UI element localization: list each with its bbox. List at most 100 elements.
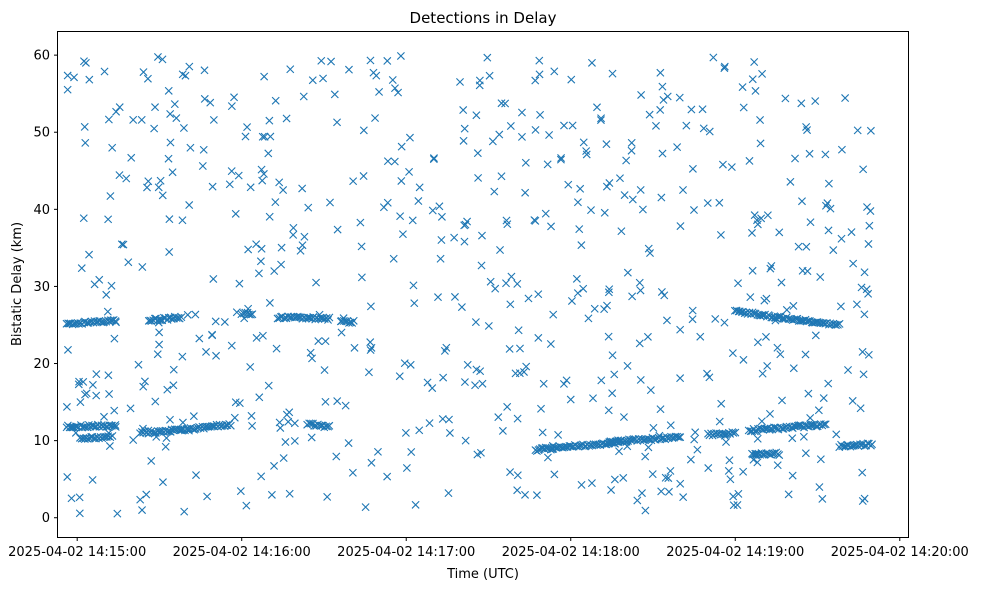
detection-marker — [848, 396, 857, 405]
detection-marker — [532, 491, 541, 500]
detection-marker — [161, 442, 170, 451]
detection-marker — [333, 397, 342, 406]
detection-marker — [394, 88, 403, 97]
detection-marker — [337, 328, 346, 337]
y-axis: 0 10 20 30 40 50 60 — [33, 49, 58, 526]
detection-marker — [486, 277, 495, 286]
detection-marker — [495, 130, 504, 139]
detection-marker — [660, 291, 669, 300]
detection-marker — [401, 428, 410, 437]
detection-marker — [97, 421, 106, 430]
detection-marker — [727, 163, 736, 172]
detection-marker — [604, 406, 613, 415]
detection-marker — [550, 470, 559, 479]
detection-marker — [686, 455, 695, 464]
y-tick-label: 20 — [33, 357, 50, 372]
detection-marker — [246, 310, 255, 319]
detection-marker — [461, 436, 470, 445]
detection-marker — [517, 108, 526, 117]
detection-marker — [383, 157, 392, 166]
detection-marker — [138, 506, 147, 515]
detection-marker — [327, 57, 336, 66]
detection-marker — [648, 470, 657, 479]
x-tick-label: 2025-04-02 14:16:00 — [173, 545, 311, 560]
detection-marker — [379, 203, 388, 212]
detection-marker — [444, 489, 453, 498]
detection-marker — [767, 261, 776, 270]
detection-marker — [178, 418, 187, 427]
detection-marker — [275, 178, 284, 187]
detection-marker — [795, 421, 803, 430]
detection-marker — [739, 467, 748, 476]
detection-marker — [535, 70, 544, 79]
detection-marker — [696, 332, 705, 341]
detection-marker — [568, 121, 577, 130]
detection-marker — [366, 56, 375, 65]
detection-marker — [227, 341, 236, 350]
detection-marker — [100, 67, 109, 76]
detection-marker — [158, 55, 167, 64]
detection-marker — [784, 490, 793, 499]
detection-marker — [797, 99, 806, 108]
detection-marker — [491, 284, 500, 293]
detection-marker — [676, 433, 685, 442]
detection-marker — [545, 131, 554, 139]
detection-marker — [435, 202, 444, 211]
detection-marker — [282, 410, 291, 419]
detection-marker — [257, 472, 266, 481]
detection-marker — [791, 154, 800, 163]
detection-marker — [151, 103, 160, 112]
detection-marker — [803, 267, 812, 276]
detection-marker — [658, 82, 667, 91]
detection-marker — [494, 413, 503, 422]
detection-marker — [849, 259, 858, 268]
detection-marker — [646, 386, 655, 395]
detection-marker — [560, 121, 568, 130]
detection-marker — [397, 176, 406, 185]
detection-marker — [248, 310, 257, 319]
detection-marker — [178, 352, 187, 361]
detection-marker — [753, 434, 762, 443]
detection-marker — [656, 105, 665, 114]
detection-marker — [720, 64, 729, 73]
detection-marker — [359, 172, 368, 181]
detection-marker — [841, 94, 850, 103]
detection-marker — [617, 227, 626, 236]
detection-marker — [549, 310, 558, 319]
detection-marker — [718, 160, 727, 169]
detection-marker — [821, 201, 830, 210]
detection-marker — [324, 315, 333, 324]
detection-marker — [252, 240, 261, 249]
detection-marker — [734, 279, 743, 288]
detection-marker — [688, 164, 697, 173]
detection-marker — [104, 115, 113, 124]
detection-marker — [801, 350, 810, 359]
detection-marker — [587, 479, 596, 488]
detection-marker — [102, 290, 111, 299]
detection-marker — [821, 420, 830, 429]
detection-marker — [628, 195, 637, 204]
detection-marker — [564, 180, 573, 189]
detection-marker — [320, 366, 329, 375]
detection-marker — [423, 378, 432, 387]
detection-marker — [826, 204, 835, 213]
detection-marker — [789, 301, 798, 310]
x-tick-label: 2025-04-02 14:19:00 — [666, 545, 804, 560]
detection-marker — [72, 422, 81, 431]
detection-marker — [756, 311, 765, 320]
detection-marker — [460, 124, 469, 133]
detection-marker — [679, 185, 687, 194]
detection-marker — [450, 233, 459, 242]
detection-marker — [270, 267, 279, 276]
detection-marker — [332, 452, 341, 461]
detection-marker — [582, 150, 591, 159]
detection-marker — [415, 183, 424, 192]
detection-marker — [429, 154, 438, 163]
detection-marker — [748, 75, 757, 84]
detection-marker — [321, 397, 330, 406]
detection-marker — [477, 261, 486, 270]
detection-marker — [299, 92, 308, 101]
detection-marker — [597, 114, 606, 123]
detection-marker — [158, 191, 167, 200]
detection-marker — [644, 244, 653, 253]
